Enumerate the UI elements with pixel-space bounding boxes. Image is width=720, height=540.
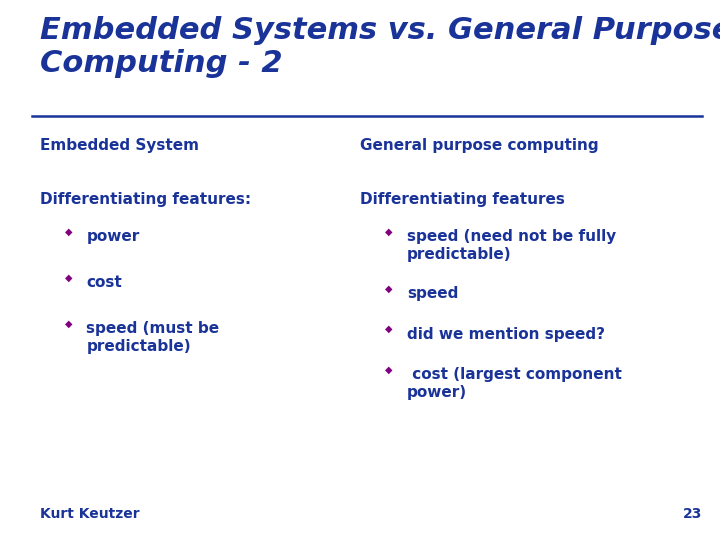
- Text: ◆: ◆: [385, 324, 392, 334]
- Text: ◆: ◆: [65, 319, 72, 329]
- Text: cost: cost: [86, 275, 122, 291]
- Text: speed (need not be fully
predictable): speed (need not be fully predictable): [407, 230, 616, 262]
- Text: ◆: ◆: [385, 284, 392, 294]
- Text: General purpose computing: General purpose computing: [360, 138, 598, 153]
- Text: ◆: ◆: [385, 364, 392, 375]
- Text: did we mention speed?: did we mention speed?: [407, 327, 605, 342]
- Text: ◆: ◆: [385, 227, 392, 237]
- Text: Differentiating features: Differentiating features: [360, 192, 565, 207]
- Text: cost (largest component
power): cost (largest component power): [407, 367, 621, 400]
- Text: speed (must be
predictable): speed (must be predictable): [86, 321, 220, 354]
- Text: Embedded System: Embedded System: [40, 138, 199, 153]
- Text: Kurt Keutzer: Kurt Keutzer: [40, 507, 139, 521]
- Text: Embedded Systems vs. General Purpose
Computing - 2: Embedded Systems vs. General Purpose Com…: [40, 16, 720, 78]
- Text: Differentiating features:: Differentiating features:: [40, 192, 251, 207]
- Text: 23: 23: [683, 507, 702, 521]
- Text: ◆: ◆: [65, 273, 72, 283]
- Text: ◆: ◆: [65, 227, 72, 237]
- Text: speed: speed: [407, 286, 458, 301]
- Text: power: power: [86, 230, 140, 245]
